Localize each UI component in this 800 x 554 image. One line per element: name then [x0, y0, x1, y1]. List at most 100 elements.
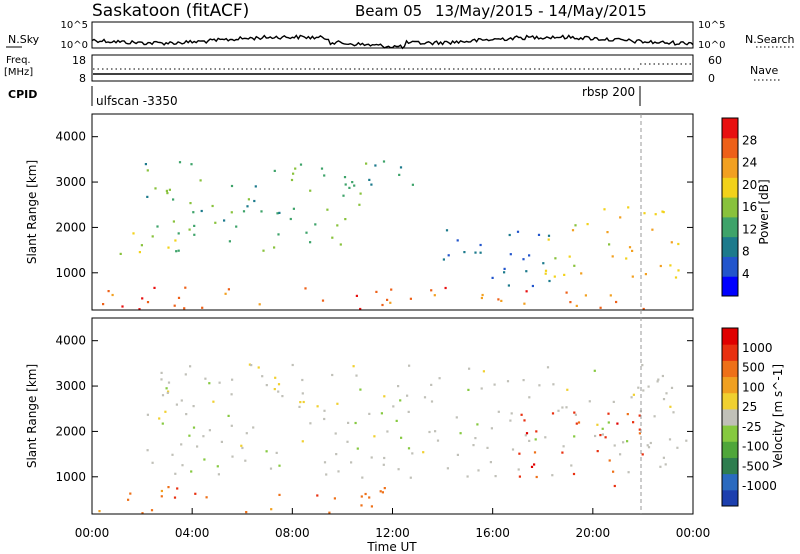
heatmap-cell [190, 470, 193, 473]
heatmap-cell [606, 231, 609, 234]
nave-label: Nave [750, 64, 778, 77]
heatmap-cell [647, 385, 650, 388]
heatmap-cell [627, 471, 630, 474]
heatmap-cell [220, 440, 223, 443]
heatmap-cell [456, 239, 459, 242]
heatmap-cell [577, 421, 581, 424]
heatmap-cell [573, 411, 576, 414]
heatmap-cell [181, 464, 184, 467]
heatmap-cell [247, 198, 250, 201]
colorbar-tick-label: -100 [742, 440, 769, 454]
heatmap-cell [573, 435, 576, 438]
heatmap-cell [389, 301, 392, 304]
heatmap-cell [375, 290, 378, 293]
x-tick-label: 08:00 [275, 526, 310, 540]
heatmap-cell [320, 167, 324, 170]
colorbar-swatch [722, 441, 738, 458]
heatmap-cell [480, 296, 483, 300]
heatmap-cell [525, 270, 528, 273]
heatmap-cell [392, 405, 395, 408]
colorbar-swatch [722, 425, 738, 442]
heatmap-cell [544, 269, 548, 272]
heatmap-cell [386, 430, 389, 433]
heatmap-cell [358, 203, 361, 206]
heatmap-cell [326, 208, 329, 211]
heatmap-cell [537, 233, 541, 236]
heatmap-cell [141, 297, 144, 300]
heatmap-cell [132, 232, 135, 235]
heatmap-cell [177, 249, 180, 252]
colorbar-tick-label: -500 [742, 459, 769, 473]
heatmap-cell [166, 391, 169, 394]
heatmap-cell [334, 432, 337, 435]
heatmap-cell [490, 427, 493, 430]
heatmap-cell [202, 435, 205, 438]
heatmap-cell [316, 494, 319, 497]
heatmap-cell [518, 475, 521, 478]
heatmap-cell [344, 183, 347, 186]
heatmap-cell [574, 224, 577, 227]
heatmap-cell [199, 179, 202, 182]
heatmap-cell [273, 388, 276, 391]
heatmap-cell [622, 441, 625, 444]
heatmap-cell [325, 473, 328, 476]
heatmap-cell [360, 495, 363, 498]
heatmap-cell [160, 489, 163, 493]
heatmap-cell [562, 445, 565, 448]
cpid-panel: CPID ulfscan -3350 rbsp 200 [8, 85, 641, 108]
heatmap-cell [321, 299, 325, 302]
heatmap-cell [444, 286, 447, 290]
heatmap-cell [677, 242, 680, 246]
heatmap-cell [200, 209, 203, 213]
heatmap-cell [270, 508, 273, 511]
heatmap-cell [626, 440, 629, 443]
heatmap-cell [192, 405, 195, 408]
heatmap-cell [365, 162, 368, 165]
heatmap-cell [601, 433, 604, 436]
heatmap-cell [615, 300, 618, 304]
heatmap-cell [523, 419, 526, 422]
heatmap-cell [201, 306, 204, 309]
heatmap-cell [299, 401, 302, 404]
heatmap-cell [242, 210, 246, 213]
heatmap-cell [177, 296, 181, 299]
colorbar-tick-label: 1000 [742, 341, 773, 355]
heatmap-cell [359, 192, 362, 195]
heatmap-cell [196, 445, 199, 448]
heatmap-cell [619, 216, 622, 219]
heatmap-cell [141, 512, 144, 515]
heatmap-cell [400, 436, 403, 439]
power-y-label: Slant Range [km] [25, 160, 39, 264]
heatmap-cell [230, 424, 233, 427]
heatmap-cell [273, 246, 276, 249]
heatmap-cell [637, 386, 640, 389]
heatmap-cell [146, 413, 149, 416]
heatmap-cell [481, 293, 484, 297]
heatmap-cell [625, 257, 628, 260]
heatmap-cell [193, 233, 196, 236]
heatmap-cell [409, 476, 412, 479]
heatmap-cell [659, 264, 662, 268]
heatmap-cell [291, 363, 294, 367]
heatmap-cell [509, 253, 512, 256]
heatmap-cell [520, 413, 523, 416]
power-heatmap [102, 160, 680, 311]
heatmap-cell [638, 414, 641, 417]
colorbar-swatch [722, 137, 738, 159]
heatmap-cell [245, 511, 248, 514]
heatmap-cell [665, 392, 668, 395]
heatmap-cell [553, 275, 556, 278]
heatmap-cell [172, 198, 175, 201]
heatmap-cell [411, 183, 414, 186]
heatmap-cell [276, 212, 279, 215]
heatmap-cell [175, 403, 178, 406]
heatmap-cell [184, 373, 187, 376]
heatmap-cell [628, 246, 632, 249]
heatmap-cell [216, 465, 219, 468]
heatmap-cell [428, 430, 431, 434]
velocity-y-ticks: 4000 3000 2000 1000 [55, 334, 693, 484]
heatmap-cell [500, 299, 503, 302]
power-colorbar: 28 24 20 16 12 8 4 [721, 117, 757, 297]
heatmap-cell [373, 435, 376, 438]
heatmap-cell [230, 211, 233, 214]
